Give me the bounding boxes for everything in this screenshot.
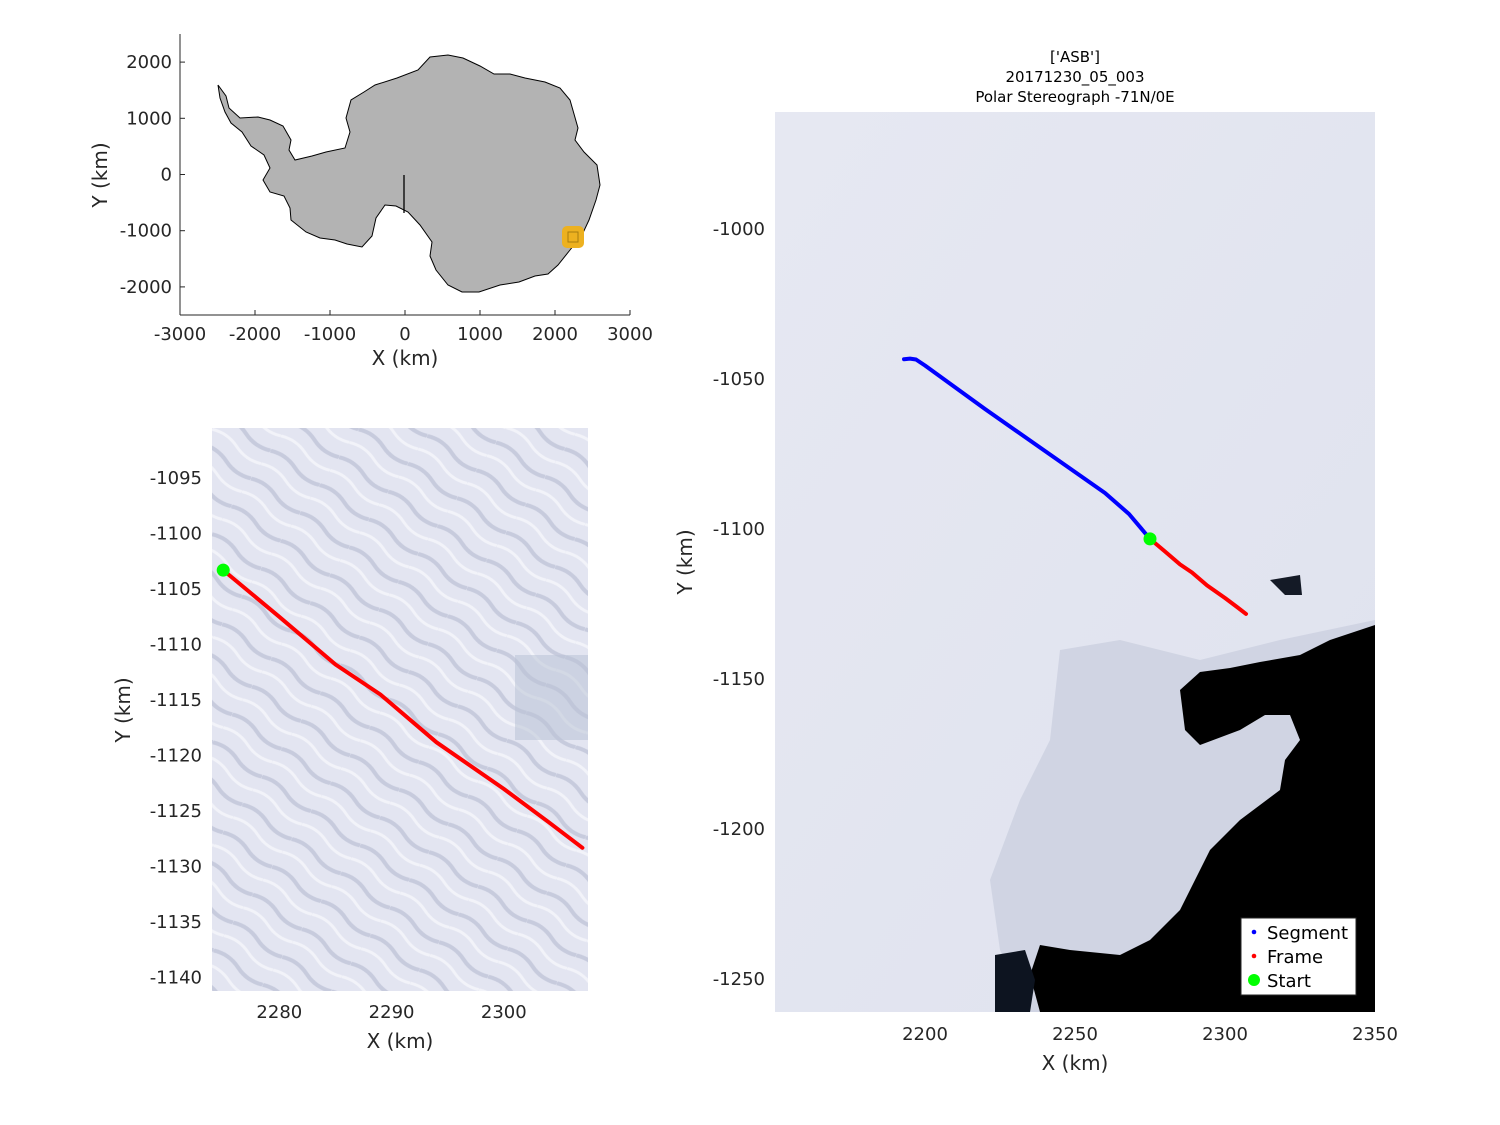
legend-segment-swatch — [1251, 929, 1257, 935]
detail-y-tick-label: -1115 — [150, 690, 202, 711]
main-y-ticks: -1000 -1050 -1100 -1150 -1200 -1250 — [713, 219, 765, 990]
main-y-tick-label: -1200 — [713, 819, 765, 840]
legend-segment-label: Segment — [1267, 923, 1348, 944]
main-y-tick-label: -1050 — [713, 369, 765, 390]
overview-x-tick-label: -2000 — [229, 324, 281, 345]
detail-xlabel: X (km) — [367, 1029, 434, 1053]
overview-x-tick-label: -3000 — [154, 324, 206, 345]
main-frame-track — [1148, 536, 1248, 616]
main-x-tick-label: 2350 — [1352, 1024, 1398, 1045]
overview-x-tick-label: 0 — [399, 324, 410, 345]
overview-y-tick-label: 2000 — [126, 52, 172, 73]
overview-y-tick-label: -1000 — [120, 221, 172, 242]
overview-y-tick-label: 1000 — [126, 108, 172, 129]
main-title-line-1: ['ASB'] — [1050, 48, 1100, 66]
overview-y-ticks: 2000 1000 0 -1000 -2000 — [120, 52, 185, 298]
detail-y-tick-label: -1095 — [150, 468, 202, 489]
main-x-tick-label: 2300 — [1202, 1024, 1248, 1045]
detail-y-ticks: -1095 -1100 -1105 -1110 -1115 -1120 -1125 -1130… — [150, 468, 202, 989]
sea-ice-region — [990, 620, 1375, 1012]
detail-dark-patch — [515, 655, 588, 740]
detail-y-tick-label: -1120 — [150, 746, 202, 767]
main-y-tick-label: -1150 — [713, 669, 765, 690]
detail-y-tick-label: -1130 — [150, 857, 202, 878]
main-x-tick-label: 2200 — [902, 1024, 948, 1045]
detail-ylabel: Y (km) — [111, 677, 135, 743]
detail-chart-marks — [216, 563, 585, 850]
main-title-line-2: 20171230_05_003 — [1005, 68, 1144, 87]
overview-xlabel: X (km) — [372, 346, 439, 370]
main-chart-marks — [902, 356, 1248, 616]
overview-x-tick-label: 3000 — [607, 324, 653, 345]
overview-y-tick-label: -2000 — [120, 277, 172, 298]
legend-box — [1240, 917, 1357, 996]
main-legend: Segment Frame Start — [1240, 917, 1357, 996]
main-title-line-3: Polar Stereograph -71N/0E — [975, 88, 1174, 106]
detail-frame-track — [221, 568, 585, 850]
main-y-tick-label: -1100 — [713, 519, 765, 540]
overview-x-ticks: -3000 -2000 -1000 0 1000 2000 3000 — [154, 310, 653, 345]
detail-x-ticks: 2280 2290 2300 — [256, 1002, 526, 1023]
overview-y-tick-label: 0 — [161, 165, 172, 186]
main-y-tick-label: -1250 — [713, 969, 765, 990]
main-xlabel: X (km) — [1042, 1051, 1109, 1075]
open-water-pocket — [1270, 575, 1302, 595]
detail-y-tick-label: -1105 — [150, 579, 202, 600]
main-ylabel: Y (km) — [673, 529, 697, 595]
detail-y-tick-label: -1140 — [150, 968, 202, 989]
ocean-inlet — [995, 950, 1035, 1012]
overview-x-tick-label: 1000 — [457, 324, 503, 345]
antarctica-landmass — [217, 54, 601, 293]
detail-start-point — [216, 563, 230, 577]
legend-frame-swatch — [1251, 953, 1257, 959]
detail-y-tick-label: -1110 — [150, 635, 202, 656]
overview-ylabel: Y (km) — [88, 142, 112, 208]
region-marker-inner — [567, 231, 579, 243]
main-satellite-image — [775, 112, 1375, 1012]
open-ocean — [1030, 625, 1375, 1012]
detail-x-tick-label: 2300 — [481, 1002, 527, 1023]
detail-y-tick-label: -1100 — [150, 523, 202, 544]
main-y-tick-label: -1000 — [713, 219, 765, 240]
detail-satellite-image — [212, 428, 588, 991]
main-segment-track — [902, 356, 1152, 541]
overview-axes — [179, 34, 630, 316]
main-x-tick-label: 2250 — [1052, 1024, 1098, 1045]
region-marker — [562, 226, 584, 248]
legend-start-label: Start — [1267, 971, 1311, 992]
detail-y-tick-label: -1135 — [150, 912, 202, 933]
detail-x-tick-label: 2280 — [256, 1002, 302, 1023]
detail-x-tick-label: 2290 — [369, 1002, 415, 1023]
overview-x-tick-label: 2000 — [532, 324, 578, 345]
overview-plot-area — [217, 54, 601, 293]
legend-frame-label: Frame — [1267, 947, 1323, 968]
overview-x-tick-label: -1000 — [304, 324, 356, 345]
legend-start-swatch — [1248, 974, 1260, 986]
detail-y-tick-label: -1125 — [150, 801, 202, 822]
main-start-point — [1143, 532, 1157, 546]
main-x-ticks: 2200 2250 2300 2350 — [902, 1024, 1398, 1045]
